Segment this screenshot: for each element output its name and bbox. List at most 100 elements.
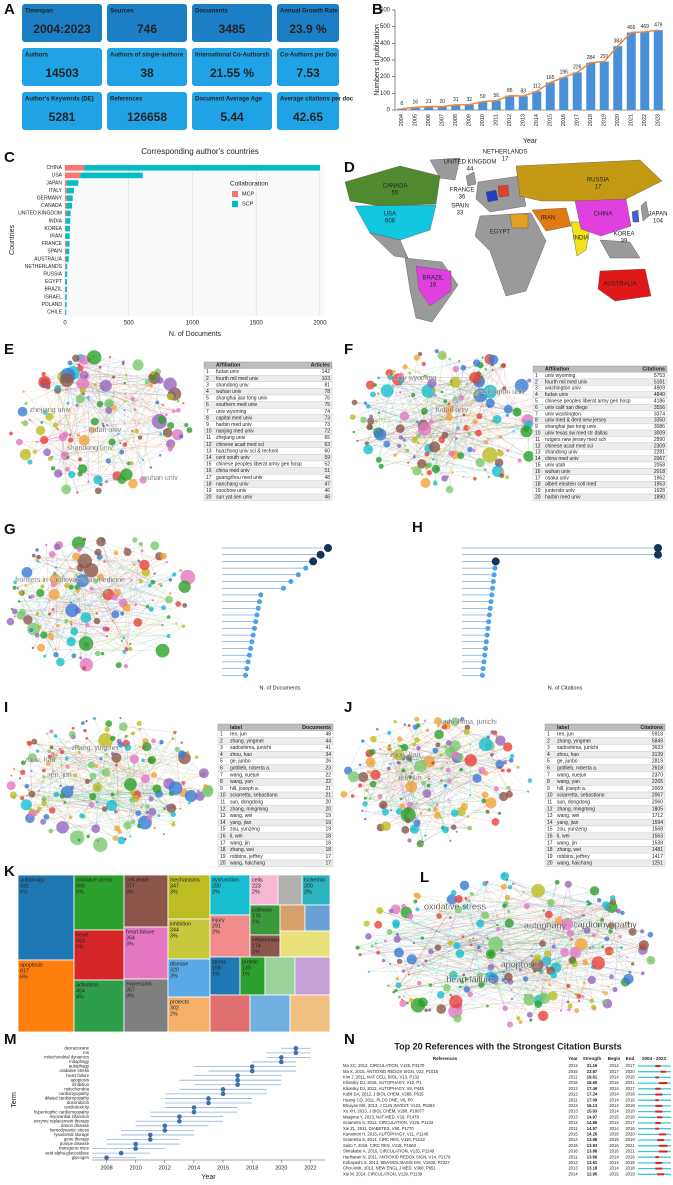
table-cell: 5 bbox=[547, 759, 550, 765]
edge bbox=[30, 568, 71, 631]
edge bbox=[31, 770, 139, 814]
edge bbox=[490, 953, 506, 1009]
node bbox=[59, 784, 63, 788]
edge bbox=[607, 908, 626, 983]
node bbox=[69, 620, 73, 624]
table-cell: 17 bbox=[206, 475, 212, 481]
node bbox=[101, 806, 108, 812]
bar-segment bbox=[65, 225, 70, 232]
bar bbox=[626, 32, 636, 110]
node bbox=[9, 791, 17, 799]
plot-bg bbox=[65, 164, 325, 316]
node bbox=[566, 917, 570, 922]
node bbox=[104, 726, 110, 733]
table-cell: 3139 bbox=[652, 752, 663, 758]
table-cell: 2016 bbox=[625, 1126, 635, 1131]
node bbox=[405, 754, 412, 761]
lollipop-dot bbox=[244, 666, 250, 672]
node bbox=[467, 446, 473, 453]
y-tick-label: JAPAN bbox=[46, 180, 62, 186]
land bbox=[485, 189, 499, 203]
node bbox=[194, 755, 199, 759]
node bbox=[171, 737, 175, 741]
table-cell: li, wei bbox=[230, 834, 243, 840]
edge bbox=[52, 609, 107, 637]
edge bbox=[454, 424, 529, 455]
term-label: cardiomyopathy bbox=[59, 1091, 90, 1096]
edge bbox=[370, 762, 436, 810]
node bbox=[47, 749, 51, 754]
node bbox=[581, 995, 585, 999]
node bbox=[37, 789, 41, 793]
stat-box bbox=[192, 92, 272, 130]
node bbox=[195, 791, 205, 801]
edge bbox=[74, 631, 107, 637]
network-label: zhang, yingmei bbox=[71, 745, 119, 752]
y-tick-label: KOREA bbox=[44, 226, 62, 232]
edge bbox=[397, 939, 576, 953]
node bbox=[427, 1008, 432, 1012]
edge bbox=[403, 970, 530, 1000]
x-tick-label: 2020 bbox=[275, 1165, 287, 1171]
node bbox=[449, 376, 461, 388]
edge bbox=[465, 905, 527, 907]
node bbox=[181, 781, 186, 785]
node bbox=[87, 396, 90, 399]
term-label: apoptosis bbox=[71, 1077, 89, 1082]
node bbox=[121, 362, 125, 366]
edge bbox=[370, 420, 529, 425]
land bbox=[354, 204, 437, 241]
edge bbox=[464, 885, 506, 1009]
edge bbox=[416, 739, 471, 796]
table-cell: 2016 bbox=[625, 1097, 635, 1102]
node bbox=[47, 754, 52, 760]
bar-segment bbox=[65, 195, 67, 201]
node bbox=[363, 796, 367, 800]
edge bbox=[57, 390, 83, 469]
edge bbox=[83, 393, 144, 461]
edge bbox=[507, 897, 651, 961]
edge bbox=[398, 379, 549, 423]
stat-value: 5.44 bbox=[220, 110, 244, 124]
edge bbox=[26, 728, 140, 787]
node bbox=[408, 775, 413, 779]
node bbox=[64, 388, 68, 391]
x-axis-title: N. of Documents bbox=[169, 331, 222, 338]
edge bbox=[406, 912, 504, 973]
edge bbox=[397, 901, 588, 940]
x-tick-label: 2017 bbox=[575, 114, 581, 126]
edge bbox=[575, 934, 651, 953]
reference: Xie M, 2014, CIRCULATION, V129, P1139 bbox=[343, 1171, 423, 1176]
node bbox=[616, 908, 622, 914]
table-cell: 76 bbox=[324, 396, 330, 402]
edge bbox=[22, 411, 130, 464]
edge bbox=[408, 745, 490, 810]
node bbox=[631, 962, 635, 966]
edge bbox=[474, 421, 529, 457]
edge bbox=[108, 396, 171, 404]
map-label: FRANCE bbox=[450, 188, 475, 194]
node bbox=[566, 929, 574, 937]
node bbox=[165, 560, 169, 564]
node bbox=[165, 595, 173, 604]
edge bbox=[602, 919, 633, 932]
table-cell: 8 bbox=[535, 418, 538, 424]
lollipop-dot bbox=[491, 572, 497, 578]
node bbox=[428, 983, 433, 987]
node bbox=[43, 448, 51, 457]
node bbox=[483, 439, 489, 445]
table-cell: 74 bbox=[324, 409, 330, 415]
table-header-label: Articles bbox=[311, 363, 330, 369]
node bbox=[166, 393, 175, 401]
edge bbox=[445, 401, 540, 414]
table-cell: 1563 bbox=[652, 834, 663, 840]
edge bbox=[15, 582, 26, 586]
node bbox=[166, 615, 171, 619]
table-cell: 19 bbox=[535, 488, 541, 494]
edge bbox=[31, 788, 157, 795]
node bbox=[491, 368, 494, 371]
node bbox=[23, 615, 33, 625]
x-tick-label: 2008 bbox=[100, 1165, 112, 1171]
node bbox=[173, 730, 177, 735]
node bbox=[40, 421, 44, 424]
